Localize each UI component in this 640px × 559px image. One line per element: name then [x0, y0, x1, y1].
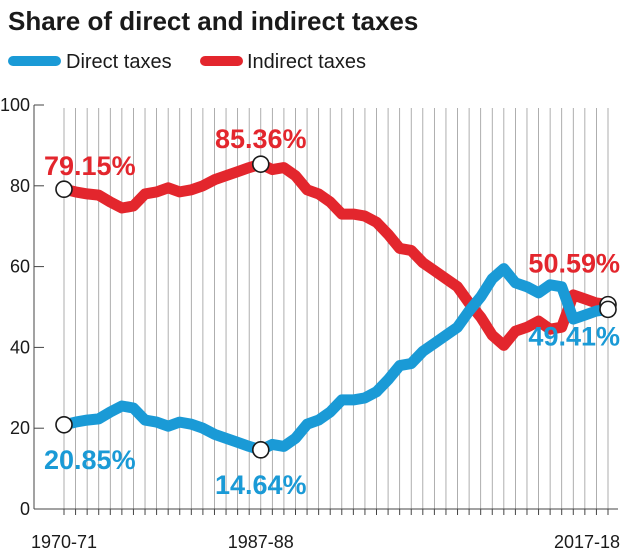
y-axis: 0 20 40 60 80 100: [0, 95, 44, 519]
x-tick-label: 1987-88: [228, 532, 294, 552]
x-axis: 1970-71 1987-88 2017-18: [31, 508, 620, 552]
annotations: 79.15% 85.36% 50.59% 20.85% 14.64% 49.41%: [44, 124, 620, 500]
annotation-label: 49.41%: [528, 321, 620, 351]
annotation-label: 20.85%: [44, 445, 136, 475]
annotation-marker: [599, 300, 617, 319]
annotation-label: 85.36%: [215, 124, 307, 154]
y-tick-label: 60: [10, 257, 30, 277]
y-tick-label: 20: [10, 418, 30, 438]
y-tick-label: 40: [10, 337, 30, 357]
x-tick-label: 1970-71: [31, 532, 97, 552]
direct-taxes-line: [58, 263, 614, 456]
y-tick-label: 100: [0, 95, 30, 115]
x-tick-label: 2017-18: [554, 532, 620, 552]
grid: [63, 108, 609, 509]
annotation-label: 14.64%: [215, 470, 307, 500]
annotation-marker: [55, 415, 73, 434]
annotation-marker: [55, 180, 73, 199]
annotation-markers: [55, 155, 617, 459]
annotation-marker: [251, 155, 270, 173]
series-lines: [58, 158, 614, 456]
annotation-label: 50.59%: [528, 249, 620, 279]
annotation-marker: [251, 441, 270, 459]
indirect-taxes-line: [58, 158, 614, 351]
y-tick-label: 80: [10, 176, 30, 196]
legend: Direct taxes Indirect taxes: [8, 51, 366, 73]
legend-label-indirect: Indirect taxes: [247, 51, 366, 73]
chart-title: Share of direct and indirect taxes: [8, 6, 418, 36]
annotation-label: 79.15%: [44, 151, 136, 181]
legend-label-direct: Direct taxes: [66, 51, 172, 73]
y-tick-label: 0: [20, 499, 30, 519]
